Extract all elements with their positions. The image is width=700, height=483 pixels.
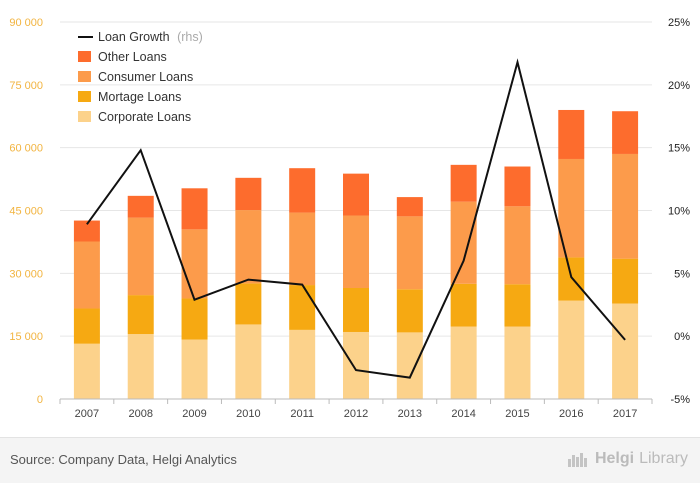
x-tick-label-2008: 2008	[128, 408, 152, 420]
x-tick-label-2017: 2017	[613, 408, 637, 420]
right-tick-label: 25%	[668, 17, 690, 29]
x-tick-label-2011: 2011	[290, 408, 314, 420]
x-tick-label-2009: 2009	[182, 408, 206, 420]
bar-corporate-loans-2007	[73, 343, 100, 399]
bar-other-loans-2012	[343, 173, 369, 216]
bar-mortage-loans-2016	[558, 257, 585, 301]
right-tick-label: 15%	[668, 143, 690, 155]
bar-corporate-loans-2014	[450, 326, 477, 399]
left-tick-label: 15 000	[9, 331, 43, 343]
bar-other-loans-2011	[289, 168, 316, 213]
x-axis: 2007 2008 2009 2010 2011 2012 2013 2014 2015 2016…	[59, 398, 653, 420]
x-tick-label-2014: 2014	[451, 408, 475, 420]
bar-consumer-loans-2013	[396, 216, 423, 290]
right-tick-label: 10%	[668, 206, 690, 218]
loan-chart: 0 15 000 30 000 45 000 60 000 75 000 90 000 -5…	[9, 17, 690, 420]
source-note: Source: Company Data, Helgi Analytics	[10, 452, 237, 467]
bar-corporate-loans-2010	[235, 324, 262, 399]
right-axis-ticks: -5% 0% 5% 10% 15% 20% 25%	[668, 17, 690, 406]
bar-consumer-loans-2011	[289, 212, 316, 286]
left-tick-label: 30 000	[9, 268, 43, 280]
x-tick-label-2012: 2012	[344, 408, 368, 420]
bar-mortage-loans-2008	[127, 295, 154, 335]
left-tick-label: 90 000	[9, 17, 43, 29]
bar-other-loans-2008	[127, 195, 154, 218]
left-tick-label: 60 000	[9, 143, 43, 155]
brand-logo: Helgi Library	[567, 450, 688, 468]
x-tick-label-2013: 2013	[398, 408, 422, 420]
legend-swatch-corporate-loans	[78, 111, 91, 122]
bar-corporate-loans-2008	[127, 334, 154, 399]
legend-label-other-loans: Other Loans	[98, 50, 167, 64]
bar-mortage-loans-2013	[396, 289, 423, 333]
left-tick-label: 0	[37, 394, 43, 406]
bar-consumer-loans-2015	[504, 206, 531, 285]
bar-consumer-loans-2014	[450, 201, 477, 284]
bar-consumer-loans-2010	[235, 210, 262, 284]
right-tick-label: 5%	[674, 268, 690, 280]
bar-consumer-loans-2009	[181, 229, 208, 299]
legend: Loan Growth (rhs) Other Loans Consumer L…	[78, 30, 203, 124]
bar-other-loans-2015	[504, 166, 531, 207]
legend-label-corporate-loans: Corporate Loans	[98, 110, 191, 124]
bar-consumer-loans-2012	[343, 215, 369, 288]
bar-corporate-loans-2011	[289, 329, 316, 399]
bar-other-loans-2017	[612, 111, 639, 154]
right-tick-label: -5%	[670, 394, 690, 406]
bar-mortage-loans-2017	[612, 258, 639, 304]
bar-corporate-loans-2016	[558, 300, 585, 399]
bar-consumer-loans-2017	[612, 153, 639, 259]
footer-divider	[0, 437, 700, 438]
bar-corporate-loans-2009	[181, 339, 208, 399]
bar-other-loans-2010	[235, 177, 262, 211]
right-tick-label: 20%	[668, 80, 690, 92]
bar-mortage-loans-2011	[289, 285, 316, 330]
bar-corporate-loans-2012	[343, 331, 369, 399]
bar-other-loans-2014	[450, 164, 477, 202]
bar-other-loans-2009	[181, 188, 208, 230]
legend-swatch-other-loans	[78, 51, 91, 62]
x-tick-label-2015: 2015	[505, 408, 529, 420]
bar-mortage-loans-2007	[73, 308, 100, 344]
bar-other-loans-2007	[73, 220, 100, 242]
bar-mortage-loans-2015	[504, 284, 531, 327]
bar-corporate-loans-2013	[396, 332, 423, 399]
bar-mortage-loans-2010	[235, 283, 262, 325]
x-tick-label-2010: 2010	[236, 408, 260, 420]
x-tick-label-2007: 2007	[75, 408, 99, 420]
bar-consumer-loans-2008	[127, 217, 154, 296]
bar-mortage-loans-2014	[450, 283, 477, 327]
stacked-bars	[73, 109, 639, 399]
bar-corporate-loans-2015	[504, 326, 531, 399]
left-axis-ticks: 0 15 000 30 000 45 000 60 000 75 000 90 000	[9, 17, 43, 406]
legend-label-mortage-loans: Mortage Loans	[98, 90, 181, 104]
left-tick-label: 45 000	[9, 206, 43, 218]
right-tick-label: 0%	[674, 331, 690, 343]
brand-suffix: Library	[639, 450, 688, 467]
brand-prefix: Helgi	[594, 450, 635, 467]
bar-mortage-loans-2012	[343, 287, 369, 332]
footer: Source: Company Data, Helgi Analytics He…	[0, 438, 700, 483]
bar-corporate-loans-2017	[612, 303, 639, 399]
legend-label-consumer-loans: Consumer Loans	[98, 70, 193, 84]
left-tick-label: 75 000	[9, 80, 43, 92]
bar-mortage-loans-2009	[181, 298, 208, 340]
loan-growth-line	[86, 58, 626, 379]
loan-growth-line-group	[86, 58, 626, 379]
legend-swatch-mortage-loans	[78, 91, 91, 102]
bar-other-loans-2013	[396, 197, 423, 217]
skyline-icon	[567, 453, 587, 467]
bar-consumer-loans-2007	[73, 241, 100, 309]
legend-label-loan-growth: Loan Growth (rhs)	[98, 30, 203, 44]
x-tick-label-2016: 2016	[559, 408, 583, 420]
legend-swatch-consumer-loans	[78, 71, 91, 82]
bar-other-loans-2016	[558, 109, 585, 159]
